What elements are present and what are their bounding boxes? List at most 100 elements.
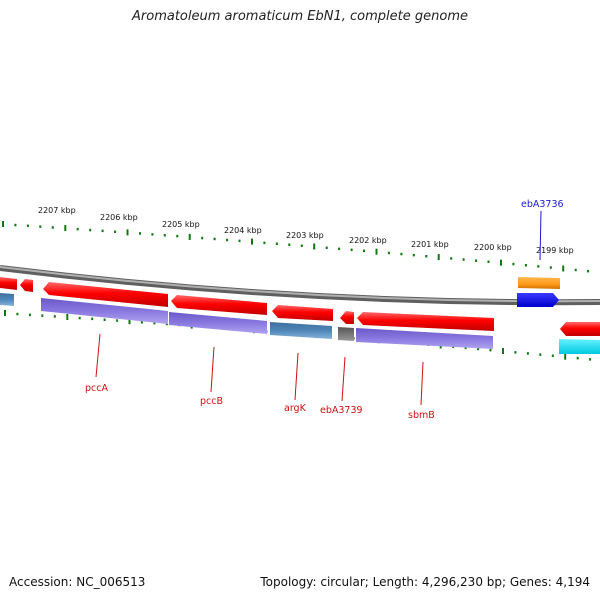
gene-label-ebA3739[interactable]: ebA3739: [320, 405, 363, 416]
major-tick: [562, 265, 565, 272]
minor-tick: [450, 257, 453, 260]
gene-block-sbmB[interactable]: [356, 328, 493, 349]
gene-block-argK[interactable]: [270, 322, 332, 339]
major-tick: [437, 254, 440, 261]
minor-tick: [16, 312, 19, 316]
major-tick: [4, 310, 6, 316]
minor-tick: [263, 241, 266, 245]
accession-text: Accession: NC_006513: [9, 575, 146, 589]
minor-tick: [462, 258, 465, 261]
outer-tick-ruler: [2, 221, 590, 273]
minor-tick: [549, 266, 552, 269]
gene-label-argK[interactable]: argK: [284, 403, 307, 414]
major-tick: [375, 248, 378, 255]
minor-tick: [412, 253, 415, 257]
gene-arrow[interactable]: [20, 279, 33, 292]
minor-tick: [76, 227, 79, 231]
leader-line: [210, 346, 215, 393]
major-tick: [188, 233, 191, 240]
gene-block-steel[interactable]: [0, 293, 14, 306]
leader-line: [539, 210, 542, 261]
gene-arrow-orange[interactable]: [518, 277, 560, 289]
minor-tick: [78, 316, 81, 320]
gene-arrow[interactable]: [43, 282, 168, 307]
minor-tick: [551, 354, 554, 357]
minor-tick: [163, 234, 166, 237]
gene-arrow[interactable]: [560, 322, 600, 336]
minor-tick: [363, 249, 365, 253]
ruler-label: 2199 kbp: [536, 246, 574, 255]
minor-tick: [89, 228, 92, 232]
gene-label-pccA[interactable]: pccA: [85, 383, 108, 394]
gene-arrow[interactable]: [0, 277, 17, 290]
gene-labels: ebA3736 pccA pccB argK ebA3739 sbmB: [85, 199, 564, 421]
gene-block-pccB[interactable]: [169, 312, 267, 334]
minor-tick: [574, 268, 577, 272]
gene-features-bottom: [0, 293, 600, 354]
major-tick: [502, 348, 504, 354]
leader-line: [294, 352, 299, 401]
minor-tick: [512, 262, 515, 266]
gene-arrow[interactable]: [171, 295, 267, 315]
minor-tick: [477, 347, 480, 351]
minor-tick: [489, 348, 492, 352]
major-tick: [500, 259, 502, 266]
minor-tick: [400, 252, 403, 256]
minor-tick: [226, 238, 229, 242]
minor-tick: [41, 314, 44, 317]
minor-tick: [524, 264, 527, 267]
minor-tick: [53, 315, 56, 318]
minor-tick: [51, 226, 54, 229]
major-tick: [313, 243, 316, 250]
minor-tick: [238, 239, 241, 243]
gene-features-top: [0, 277, 600, 336]
minor-tick: [288, 243, 291, 246]
gene-arrow[interactable]: [272, 305, 333, 321]
gene-arrow[interactable]: [340, 311, 354, 324]
major-tick: [128, 318, 131, 325]
minor-tick: [475, 259, 478, 262]
minor-tick: [139, 232, 141, 235]
minor-tick: [576, 356, 579, 360]
minor-tick: [201, 236, 204, 240]
ruler-label: 2200 kbp: [474, 243, 512, 252]
minor-tick: [514, 351, 517, 354]
leader-line: [420, 361, 424, 406]
minor-tick: [151, 233, 154, 236]
ruler-label: 2202 kbp: [349, 236, 387, 245]
minor-tick: [39, 225, 42, 228]
gene-block-ebA3739[interactable]: [338, 327, 354, 341]
ruler-label: 2205 kbp: [162, 220, 200, 229]
gene-block-cyan[interactable]: [559, 339, 600, 354]
minor-tick: [153, 321, 156, 325]
minor-tick: [589, 358, 592, 361]
minor-tick: [28, 313, 31, 317]
minor-tick: [213, 237, 216, 241]
gene-label-pccB[interactable]: pccB: [200, 396, 223, 407]
ruler-label: 2206 kbp: [100, 213, 138, 222]
ruler-labels: 2207 kbp 2206 kbp 2205 kbp 2204 kbp 2203…: [38, 206, 574, 255]
minor-tick: [325, 246, 328, 249]
major-tick: [126, 229, 129, 236]
minor-tick: [176, 234, 179, 238]
ruler-label: 2207 kbp: [38, 206, 76, 215]
minor-tick: [101, 229, 104, 233]
gene-arrow[interactable]: [357, 312, 494, 331]
minor-tick: [26, 224, 29, 228]
minor-tick: [425, 255, 428, 258]
ruler-label: 2204 kbp: [224, 226, 262, 235]
minor-tick: [587, 269, 590, 273]
leader-line: [341, 356, 346, 402]
minor-tick: [103, 318, 106, 321]
leader-line: [95, 333, 101, 378]
gene-label-sbmB[interactable]: sbmB: [408, 410, 435, 421]
major-tick: [251, 238, 253, 245]
minor-tick: [14, 223, 17, 227]
gene-arrow-blue[interactable]: [517, 293, 559, 307]
minor-tick: [387, 251, 390, 255]
gene-block-pccA[interactable]: [41, 298, 168, 324]
topology-text: Topology: circular; Length: 4,296,230 bp…: [260, 575, 590, 589]
ruler-label: 2201 kbp: [411, 240, 449, 249]
gene-label-ebA3736[interactable]: ebA3736: [521, 199, 564, 210]
